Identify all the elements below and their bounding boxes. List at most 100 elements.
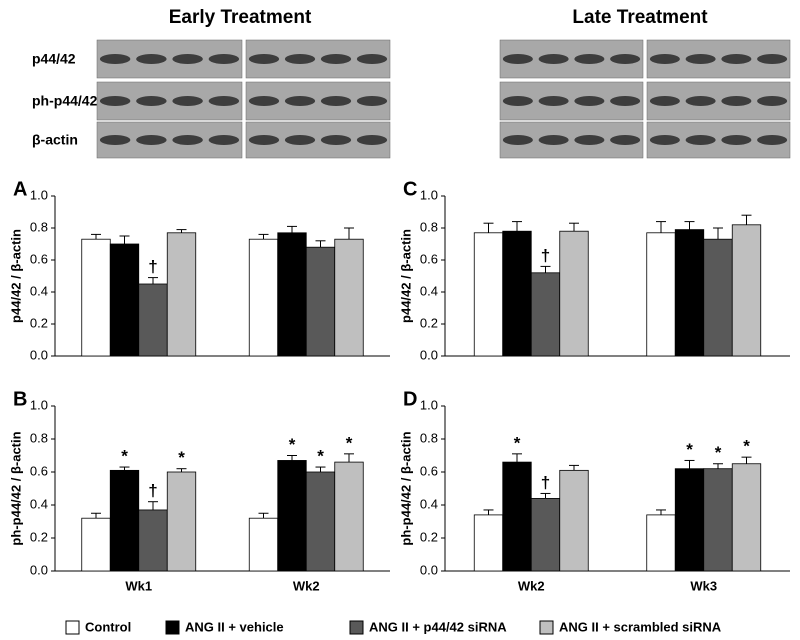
blot-band	[685, 54, 716, 64]
blot-band	[574, 54, 605, 64]
blot-band	[284, 135, 316, 145]
blot-band	[649, 135, 680, 145]
blot-band	[574, 135, 605, 145]
bar	[559, 469, 589, 572]
bar	[248, 238, 279, 357]
bar	[277, 460, 307, 572]
blot-band	[574, 96, 605, 106]
bar	[81, 517, 111, 572]
blot-label: ph-p44/42	[32, 93, 98, 109]
blot-band	[538, 135, 569, 145]
bar	[109, 469, 140, 572]
significance-mark: †	[541, 246, 550, 265]
blot-band	[356, 96, 388, 106]
blot-band	[538, 96, 569, 106]
bar	[334, 238, 364, 357]
bar	[646, 514, 676, 572]
blot-band	[502, 96, 533, 106]
x-tick-label: Wk2	[293, 578, 320, 593]
blot-band	[248, 135, 280, 145]
blot-band	[136, 54, 167, 64]
bar	[530, 497, 561, 572]
y-tick-label: 0.4	[30, 496, 48, 511]
significance-mark: *	[317, 447, 324, 466]
blot-band	[610, 96, 641, 106]
blot-band	[136, 96, 167, 106]
blot-band	[320, 54, 352, 64]
blot-band	[208, 96, 240, 106]
y-tick-label: 0.8	[30, 430, 48, 445]
y-tick-label: 0.6	[420, 251, 438, 266]
bar	[703, 238, 733, 357]
y-axis-label: ph-p44/42 / β-actin	[398, 431, 413, 545]
bar	[473, 232, 504, 357]
bar	[473, 514, 504, 572]
blot-band	[172, 135, 203, 145]
bar	[674, 229, 705, 357]
bar	[703, 468, 733, 572]
blot-label: β-actin	[32, 132, 78, 148]
bar	[334, 461, 364, 572]
bar	[731, 224, 762, 357]
bar	[248, 517, 279, 572]
y-tick-label: 1.0	[420, 397, 438, 412]
x-tick-label: Wk1	[125, 578, 152, 593]
x-tick-label: Wk2	[518, 578, 545, 593]
panel-letter: A	[13, 178, 27, 200]
y-tick-label: 0.4	[420, 496, 438, 511]
panel-letter: B	[13, 388, 27, 410]
y-tick-label: 1.0	[30, 397, 48, 412]
significance-mark: *	[743, 437, 750, 456]
blot-band	[721, 135, 752, 145]
blot-band	[136, 135, 167, 145]
blot-band	[99, 96, 131, 106]
y-tick-label: 0.2	[420, 529, 438, 544]
blot-band	[538, 54, 569, 64]
bar	[305, 246, 336, 357]
legend-label: ANG II + p44/42 siRNA	[369, 619, 507, 634]
bar	[674, 468, 705, 572]
blot-band	[685, 96, 716, 106]
y-tick-label: 0.0	[30, 347, 48, 362]
blot-heading: Late Treatment	[572, 7, 708, 28]
significance-mark: †	[148, 257, 157, 276]
bar	[305, 471, 336, 572]
legend-label: ANG II + scrambled siRNA	[559, 619, 722, 634]
bar	[166, 471, 197, 572]
blot-band	[172, 54, 203, 64]
blot-band	[610, 54, 641, 64]
bar	[109, 243, 140, 357]
blot-band	[356, 135, 388, 145]
y-axis-label: p44/42 / β-actin	[8, 229, 23, 323]
bar	[138, 283, 168, 357]
y-tick-label: 0.6	[420, 463, 438, 478]
blot-band	[757, 135, 788, 145]
blot-band	[685, 135, 716, 145]
y-tick-label: 0.2	[30, 315, 48, 330]
blot-label: p44/42	[32, 51, 76, 67]
bar	[277, 232, 307, 357]
western-blots	[96, 39, 791, 159]
panel-letter: C	[403, 178, 417, 200]
y-tick-label: 0.6	[30, 251, 48, 266]
significance-mark: *	[686, 440, 693, 459]
blot-band	[721, 96, 752, 106]
blot-band	[99, 135, 131, 145]
blot-band	[99, 54, 131, 64]
blot-band	[284, 54, 316, 64]
blot-band	[757, 54, 788, 64]
significance-mark: *	[346, 433, 353, 452]
blot-band	[502, 135, 533, 145]
y-tick-label: 0.8	[30, 219, 48, 234]
bar	[138, 509, 168, 572]
y-tick-label: 0.4	[420, 283, 438, 298]
blot-band	[208, 135, 240, 145]
y-tick-label: 0.0	[420, 562, 438, 577]
bar	[646, 232, 676, 357]
blot-band	[208, 54, 240, 64]
y-tick-label: 0.4	[30, 283, 48, 298]
blot-band	[649, 96, 680, 106]
blot-band	[649, 54, 680, 64]
y-axis-label: ph-p44/42 / β-actin	[8, 431, 23, 545]
